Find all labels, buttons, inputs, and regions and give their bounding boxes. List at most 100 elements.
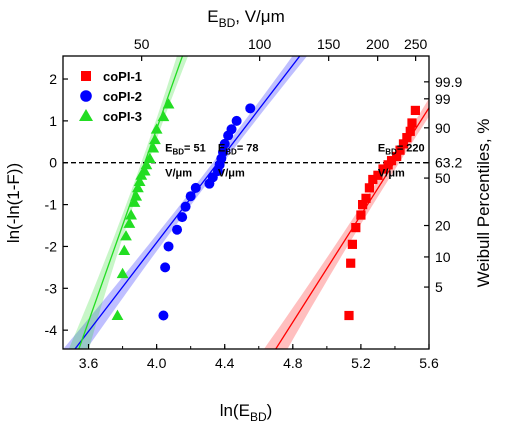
data-point-coPI-1: [356, 210, 366, 220]
annotations: EBD= 220 V/μm EBD= 78 V/μm EBD= 51 V/μm: [165, 143, 425, 180]
top-tick-label: 100: [248, 36, 272, 52]
data-point-coPI-2: [160, 262, 171, 273]
top-tick-label: 50: [134, 36, 150, 52]
right-tick-label: 99.9: [435, 74, 462, 90]
legend-marker-coPI-3: [79, 109, 93, 121]
data-point-coPI-3: [132, 181, 144, 193]
y-tick-label: 2: [49, 71, 57, 87]
legend-marker-coPI-2: [80, 90, 92, 102]
ebd-annotation-coPI-2: EBD= 78: [218, 143, 259, 157]
ebd-annotation-coPI-3: EBD= 51: [165, 143, 206, 157]
data-point-coPI-3: [143, 152, 156, 163]
data-point-coPI-1: [373, 170, 383, 180]
data-point-coPI-3: [149, 133, 161, 145]
top-tick-label: 250: [404, 36, 428, 52]
x-tick-label: 4.4: [215, 355, 235, 371]
right-tick-label: 20: [435, 218, 451, 234]
ebd-annotation-coPI-1: EBD= 220: [378, 143, 425, 157]
data-point-coPI-2: [231, 115, 242, 126]
data-point-coPI-2: [185, 191, 196, 202]
data-point-coPI-3: [111, 309, 124, 320]
legend-marker-coPI-1: [81, 71, 91, 81]
x-tick-label: 5.2: [351, 355, 371, 371]
data-point-coPI-2: [190, 182, 201, 193]
data-point-coPI-1: [407, 118, 417, 128]
data-point-coPI-3: [162, 98, 175, 109]
data-point-coPI-2: [226, 124, 237, 135]
ebd-unit-coPI-1: V/μm: [378, 168, 405, 180]
y-tick-label: 0: [49, 155, 57, 171]
y-tick-label: -3: [45, 280, 58, 296]
data-point-coPI-3: [128, 196, 141, 207]
fit-line-coPI-3: [78, 56, 184, 349]
legend: coPI-1 coPI-2 coPI-3: [79, 69, 142, 124]
data-point-coPI-1: [395, 145, 405, 155]
top-x-axis-label: EBD, V/μm: [207, 7, 284, 30]
y-tick-label: -1: [45, 197, 58, 213]
data-point-coPI-2: [177, 212, 188, 223]
x-tick-label: 4.8: [283, 355, 303, 371]
right-tick-label: 10: [435, 249, 451, 265]
data-point-coPI-1: [358, 199, 368, 210]
plot-frame: [62, 55, 430, 350]
data-point-coPI-1: [351, 223, 361, 233]
y-tick-label: 1: [49, 113, 57, 129]
data-point-coPI-2: [172, 224, 183, 235]
data-point-coPI-3: [118, 244, 131, 256]
data-point-coPI-3: [140, 158, 153, 170]
right-tick-label: 63.2: [435, 155, 462, 171]
x-axis-label: ln(EBD): [220, 401, 273, 424]
confidence-bands: [63, 56, 429, 349]
top-tick-label: 150: [317, 36, 341, 52]
data-point-coPI-2: [245, 103, 256, 114]
data-point-coPI-1: [410, 105, 420, 116]
data-point-coPI-2: [180, 201, 191, 212]
x-tick-label: 3.6: [79, 355, 99, 371]
data-point-coPI-3: [133, 175, 146, 186]
data-point-coPI-1: [405, 126, 415, 136]
legend-label-coPI-1: coPI-1: [103, 69, 142, 84]
data-point-coPI-3: [157, 110, 170, 122]
data-point-coPI-3: [147, 142, 160, 153]
top-tick-label: 200: [366, 36, 390, 52]
right-tick-label: 90: [435, 120, 451, 136]
data-point-coPI-1: [361, 193, 371, 203]
legend-label-coPI-2: coPI-2: [103, 89, 142, 104]
data-point-coPI-3: [125, 209, 137, 220]
right-tick-label: 5: [435, 279, 443, 295]
right-tick-label: 50: [435, 170, 451, 186]
right-y-axis-label: Weibull Percentiles, %: [474, 119, 493, 288]
data-point-coPI-1: [402, 133, 412, 143]
confidence-band-coPI-3: [68, 56, 189, 349]
data-point-coPI-1: [344, 310, 354, 321]
data-points: [111, 98, 420, 321]
ebd-unit-coPI-3: V/μm: [165, 168, 192, 180]
data-point-coPI-1: [346, 258, 356, 268]
data-point-coPI-2: [218, 147, 229, 158]
data-point-coPI-1: [364, 183, 375, 193]
data-point-coPI-3: [150, 123, 163, 134]
right-tick-label: 99: [435, 91, 451, 107]
legend-label-coPI-3: coPI-3: [103, 109, 142, 124]
data-point-coPI-1: [368, 174, 378, 185]
data-point-coPI-2: [219, 138, 230, 149]
data-point-coPI-3: [123, 217, 136, 228]
ebd-unit-coPI-2: V/μm: [218, 168, 245, 180]
y-axis-label: ln(-ln(1-F)): [4, 163, 23, 243]
data-point-coPI-3: [138, 165, 151, 176]
data-point-coPI-1: [398, 139, 409, 149]
data-point-coPI-2: [163, 241, 174, 252]
x-tick-label: 4.0: [147, 355, 167, 371]
y-tick-label: -2: [45, 238, 58, 254]
data-point-coPI-1: [392, 151, 402, 162]
data-point-coPI-2: [158, 310, 169, 321]
data-point-coPI-3: [116, 267, 129, 279]
data-point-coPI-3: [120, 230, 132, 241]
data-point-coPI-3: [130, 190, 143, 201]
data-point-coPI-1: [347, 239, 357, 249]
x-tick-label: 5.6: [419, 355, 439, 371]
data-point-coPI-1: [378, 164, 388, 174]
y-tick-label: -4: [45, 322, 58, 338]
